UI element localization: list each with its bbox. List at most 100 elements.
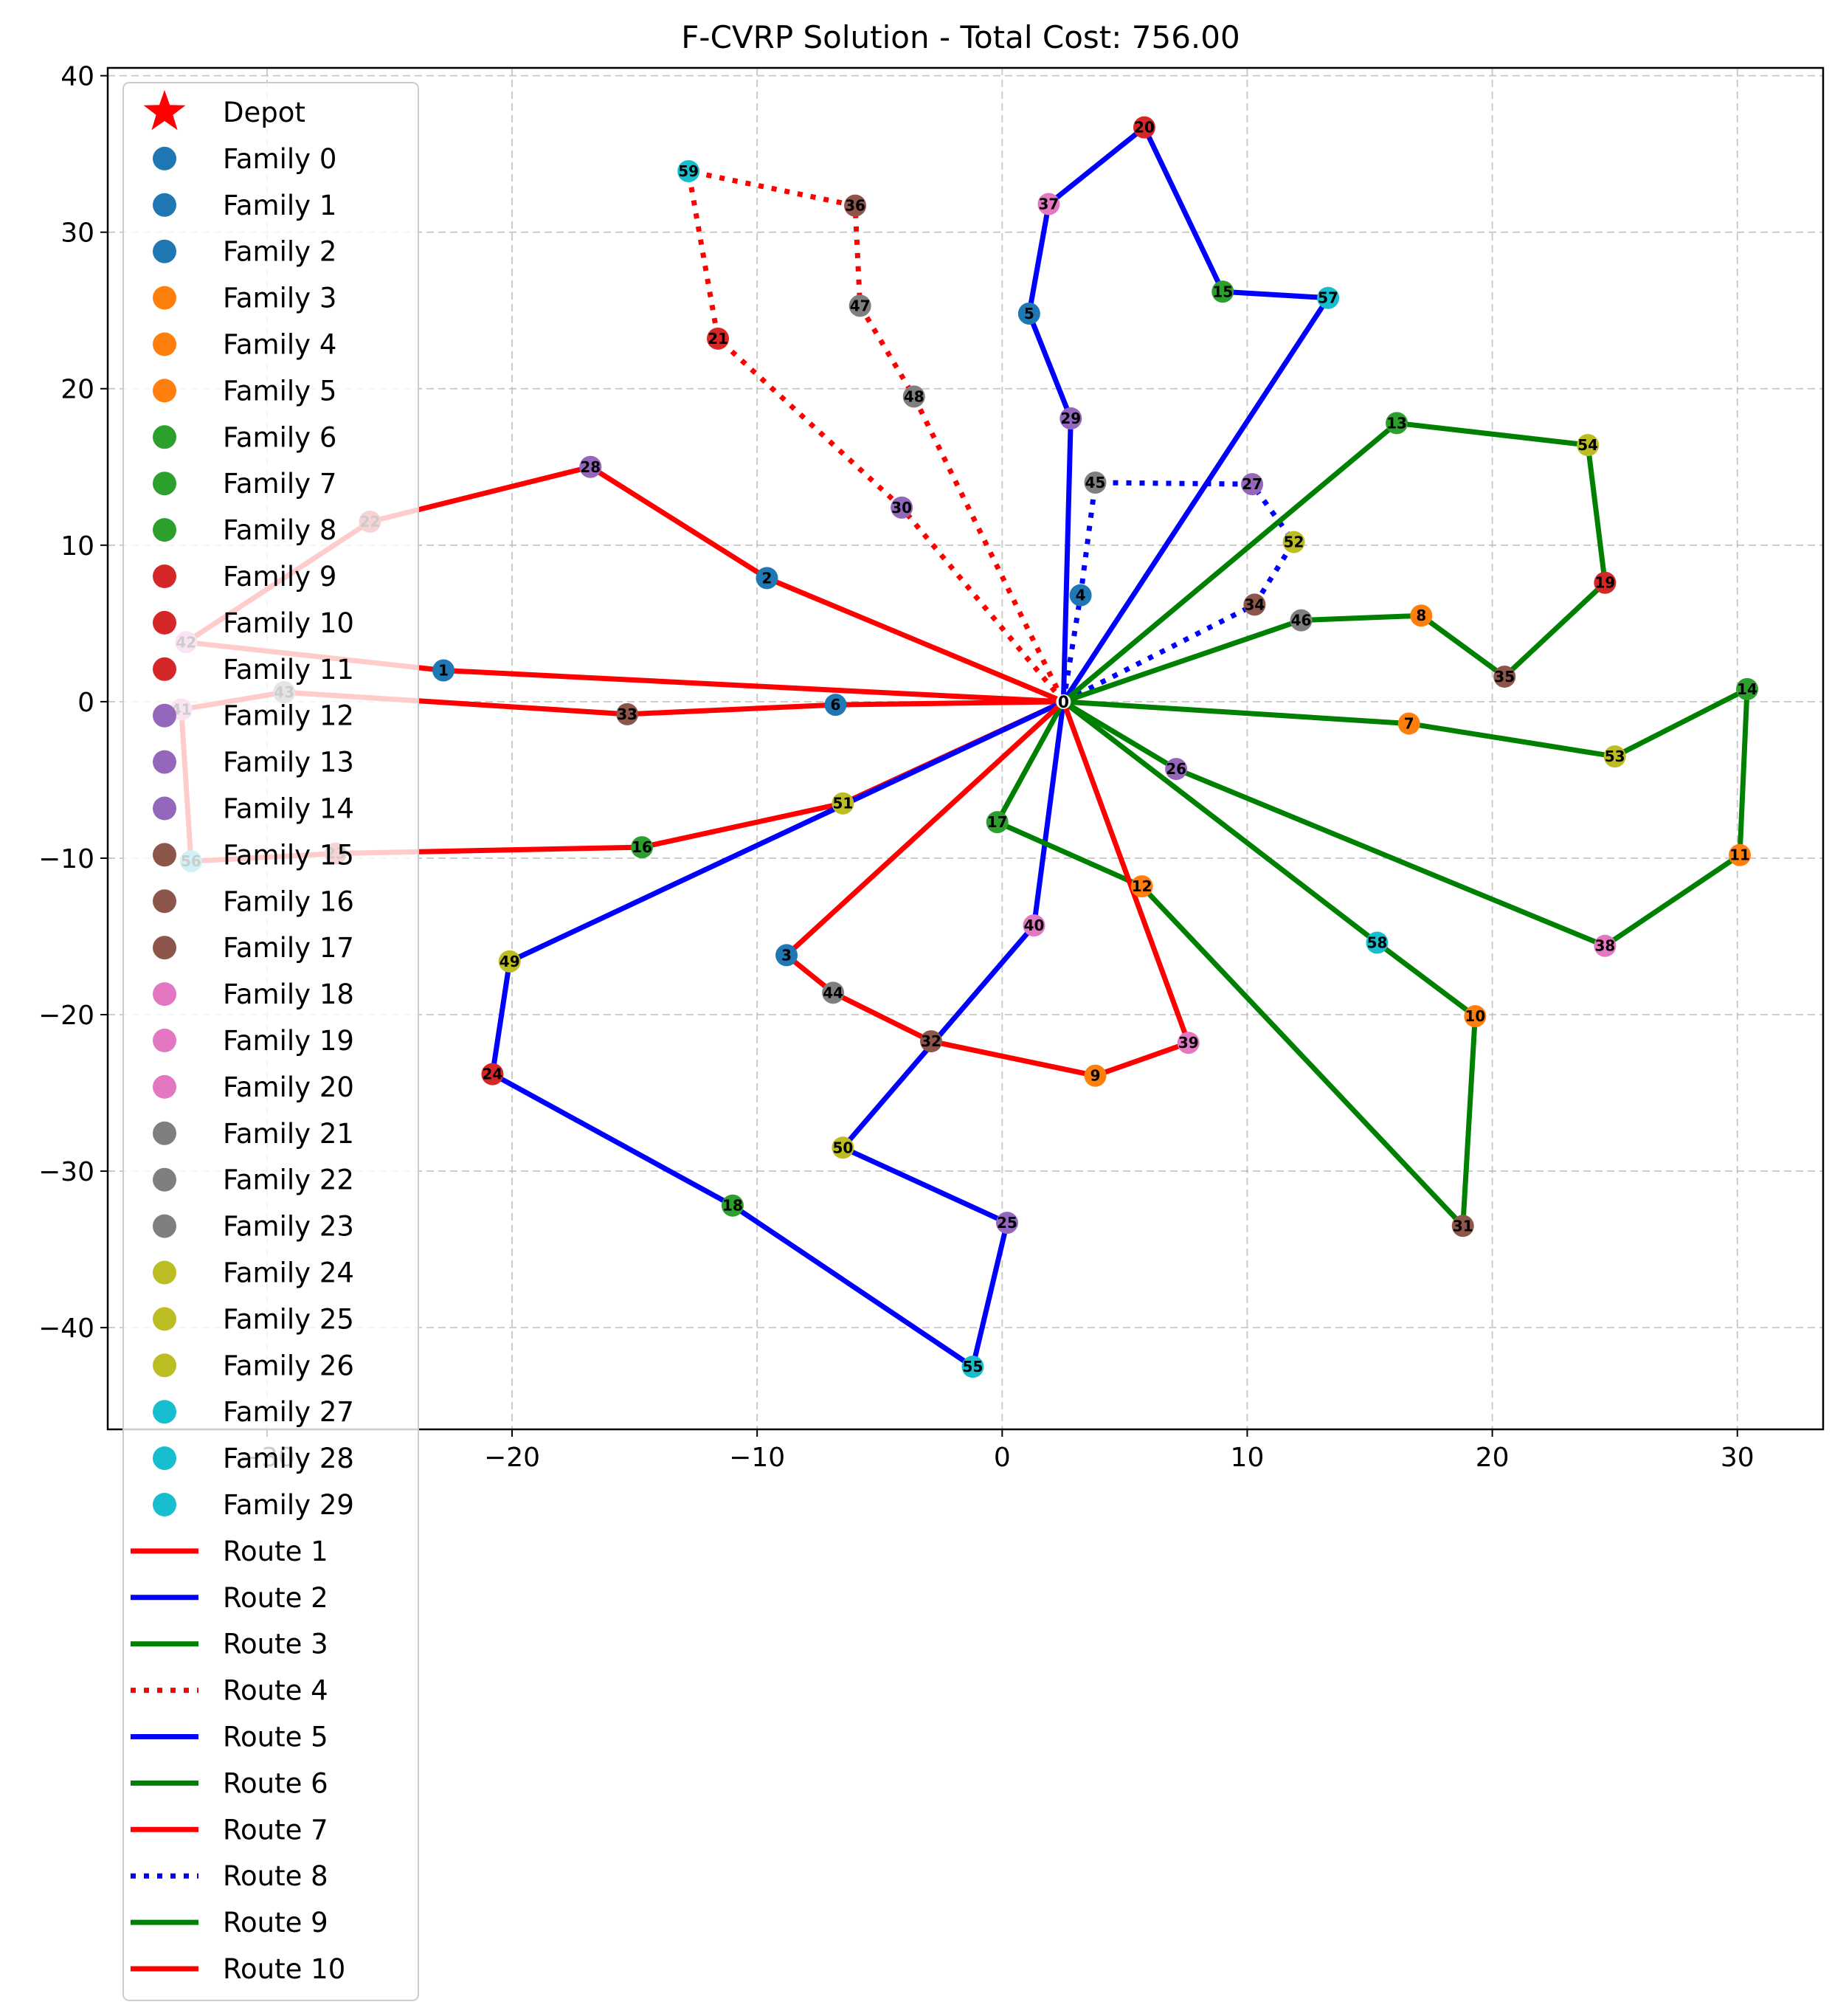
legend-label: Family 6	[223, 421, 336, 453]
customer-node-label: 31	[1453, 1217, 1473, 1235]
legend-label: Family 21	[223, 1118, 354, 1150]
customer-node-label: 47	[850, 297, 871, 314]
legend: Depot Family 0 Family 1 Family 2 Family 3 Fam…	[122, 82, 419, 2001]
legend-label: Route 2	[223, 1582, 328, 1614]
legend-label: Family 3	[223, 283, 336, 314]
customer-node	[824, 694, 847, 717]
customer-node-label: 45	[1085, 474, 1106, 491]
customer-node	[1729, 843, 1752, 866]
customer-node	[1290, 609, 1313, 632]
customer-node	[1397, 712, 1420, 735]
legend-label: Route 4	[223, 1675, 328, 1707]
legend-marker	[153, 1307, 176, 1331]
customer-node	[756, 567, 778, 590]
customer-node-label: 38	[1594, 937, 1615, 955]
legend-label: Route 8	[223, 1860, 328, 1892]
customer-node-label: 30	[891, 499, 912, 517]
legend-label: Family 1	[223, 190, 336, 221]
customer-node	[1317, 286, 1340, 309]
x-tick-label: 0	[994, 1443, 1011, 1473]
legend-marker	[153, 796, 176, 821]
customer-node-label: 40	[1024, 916, 1045, 934]
customer-node	[961, 1356, 984, 1378]
customer-node	[1493, 665, 1516, 688]
customer-node-label: 6	[831, 696, 841, 714]
legend-label: Route 5	[223, 1722, 328, 1753]
customer-node-label: 36	[845, 197, 865, 215]
customer-node-label: 48	[904, 387, 924, 405]
legend-marker	[153, 1353, 176, 1378]
y-tick-label: 30	[61, 218, 94, 249]
legend-label: Family 25	[223, 1303, 354, 1335]
legend-marker	[153, 425, 176, 449]
legend-label: Family 27	[223, 1396, 354, 1428]
depot-marker	[1056, 694, 1071, 709]
customer-node	[1464, 1005, 1487, 1028]
customer-node	[1084, 471, 1107, 494]
legend-marker	[153, 610, 176, 635]
customer-node	[707, 327, 730, 350]
legend-marker	[153, 982, 176, 1007]
legend-marker	[153, 332, 176, 356]
customer-node	[677, 159, 700, 182]
customer-node-label: 14	[1737, 680, 1757, 698]
customer-node-label: 21	[708, 330, 728, 348]
legend-label: Family 14	[223, 793, 354, 825]
customer-node	[1594, 934, 1617, 957]
customer-node-label: 12	[1132, 877, 1152, 895]
customer-node-label: 28	[580, 458, 601, 476]
customer-node	[844, 194, 867, 217]
x-tick-label: −20	[484, 1443, 540, 1473]
legend-label: Family 8	[223, 514, 336, 546]
customer-node-label: 46	[1291, 612, 1312, 629]
legend-label: Family 22	[223, 1164, 354, 1196]
customer-node	[1165, 758, 1188, 781]
legend-marker	[153, 1446, 176, 1471]
legend-label: Family 5	[223, 375, 336, 407]
route-line-9	[1062, 420, 1608, 705]
legend-label: Family 24	[223, 1257, 354, 1289]
legend-marker	[153, 472, 176, 496]
customer-node	[848, 294, 871, 317]
customer-node-label: 49	[499, 953, 520, 970]
customer-node	[891, 496, 913, 519]
y-tick-label: 20	[61, 375, 94, 405]
customer-node-label: 34	[1245, 596, 1265, 613]
plot-frame	[106, 66, 1825, 1431]
legend-marker	[153, 518, 176, 542]
legend-label: Depot	[223, 97, 305, 128]
legend-label: Family 12	[223, 700, 354, 732]
customer-node	[721, 1194, 744, 1217]
customer-node	[1243, 593, 1266, 616]
y-tick-label: −20	[38, 1001, 94, 1031]
x-tick-label: 20	[1476, 1443, 1510, 1473]
customer-node	[579, 455, 602, 478]
customer-node	[1069, 584, 1092, 607]
customer-node	[1059, 407, 1082, 430]
legend-label: Family 29	[223, 1489, 354, 1521]
legend-label: Family 17	[223, 932, 354, 964]
customer-node-label: 9	[1090, 1067, 1101, 1085]
customer-node-label: 13	[1386, 414, 1407, 432]
customer-node-label: 58	[1367, 933, 1388, 951]
customer-node-label: 1	[438, 661, 449, 679]
legend-marker	[153, 146, 176, 170]
legend-label: Family 9	[223, 561, 336, 593]
customer-node	[1410, 604, 1433, 627]
legend-label: Route 9	[223, 1907, 328, 1939]
legend-marker	[153, 750, 176, 774]
x-tick-label: −10	[729, 1443, 785, 1473]
legend-marker	[153, 889, 176, 914]
customer-node	[1084, 1064, 1107, 1087]
y-tick-label: −10	[38, 844, 94, 874]
legend-marker	[153, 239, 176, 263]
legend-label: Family 2	[223, 236, 336, 268]
customer-node	[1594, 571, 1617, 594]
customer-node-label: 25	[997, 1214, 1017, 1232]
legend-marker	[153, 703, 176, 728]
depot-label: 0	[1058, 694, 1069, 712]
customer-node	[986, 811, 1009, 834]
y-tick-label: −30	[38, 1157, 94, 1187]
customer-node-label: 10	[1465, 1007, 1485, 1025]
customer-node	[1023, 914, 1045, 937]
